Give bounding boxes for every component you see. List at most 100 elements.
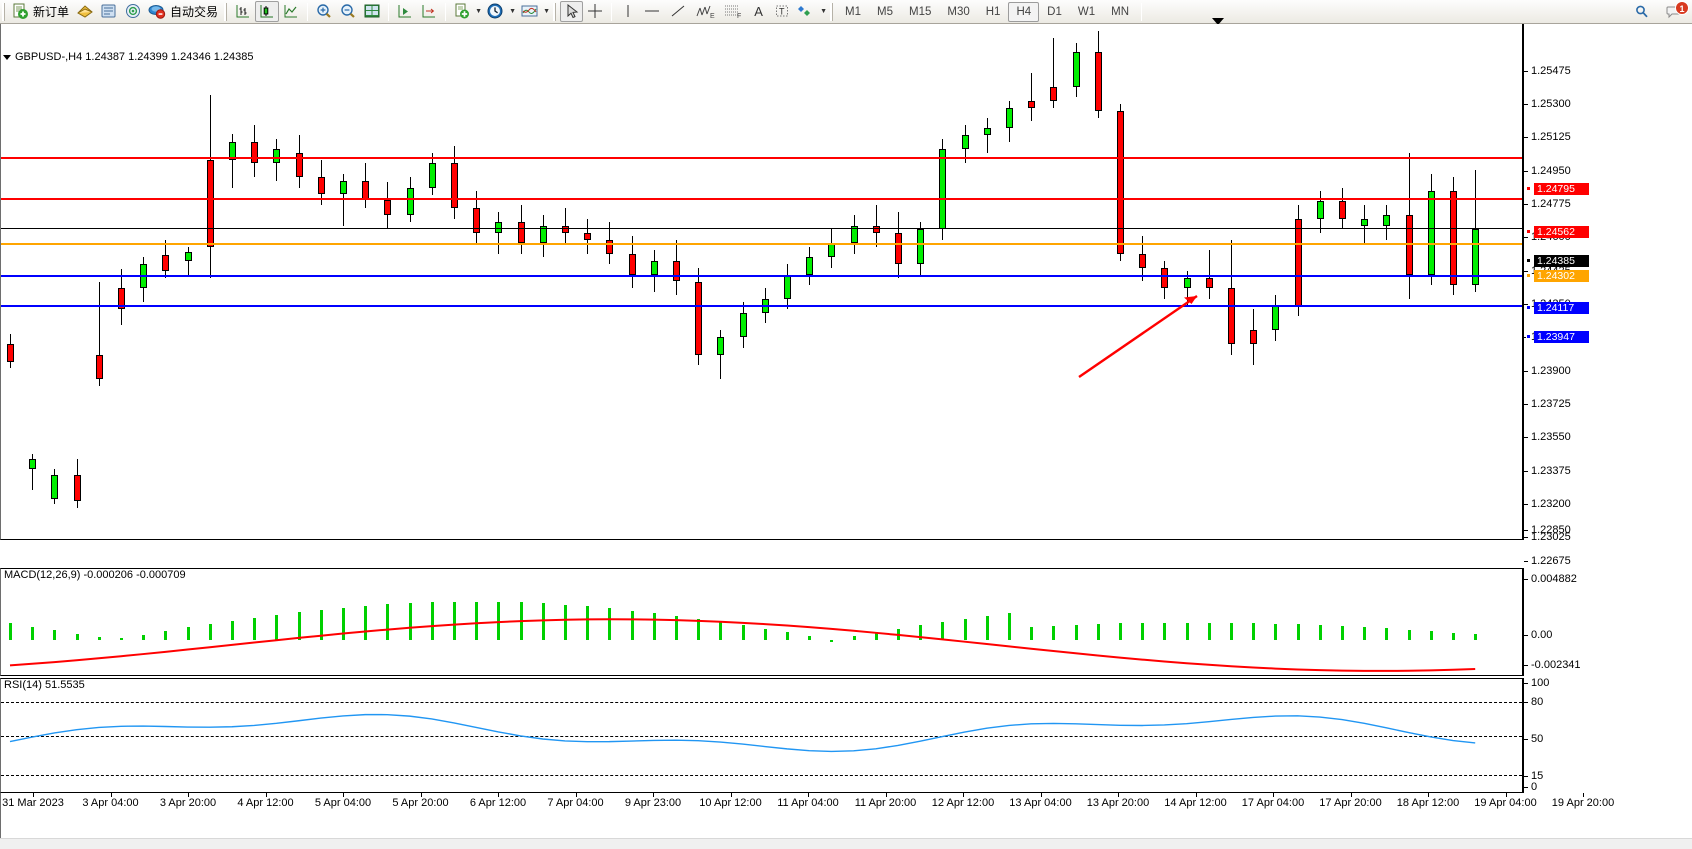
price-tag-support-1[interactable]: 1.24117: [1534, 302, 1589, 314]
level-line-current[interactable]: [1, 228, 1522, 230]
level-line-resistance[interactable]: [1, 157, 1522, 160]
candle-body: [917, 229, 925, 265]
fibonacci-icon[interactable]: F: [719, 1, 747, 22]
shapes-dropdown-caret[interactable]: ▼: [820, 8, 827, 15]
notification-icon[interactable]: 1: [1663, 1, 1689, 22]
toolbar-grip-2[interactable]: [224, 2, 229, 21]
time-tick-label: 13 Apr 20:00: [1086, 797, 1150, 809]
level-handle[interactable]: [1526, 305, 1531, 310]
cursor-icon[interactable]: [560, 1, 584, 22]
price-plot[interactable]: [1, 24, 1522, 539]
chevron-down-icon[interactable]: [3, 54, 11, 60]
bar-chart-icon[interactable]: [231, 1, 255, 22]
periodicity-icon[interactable]: [483, 1, 508, 22]
price-tag-pivot[interactable]: 1.24302: [1534, 270, 1589, 282]
timeframe-h1[interactable]: H1: [985, 5, 1001, 18]
level-handle[interactable]: [1526, 258, 1531, 263]
price-tag-current-price[interactable]: 1.24385: [1534, 255, 1589, 267]
macd-pane[interactable]: [0, 568, 1523, 676]
vertical-line-icon[interactable]: [616, 1, 639, 22]
level-line-support[interactable]: [1, 275, 1522, 278]
candlestick: [1072, 24, 1081, 539]
zoom-in-icon[interactable]: [312, 1, 336, 22]
periodicity-dropdown-caret[interactable]: ▼: [509, 8, 516, 15]
svg-text:E: E: [710, 13, 715, 20]
line-chart-icon[interactable]: [279, 1, 303, 22]
candlestick: [1205, 24, 1214, 539]
indicators-dropdown-caret[interactable]: ▼: [543, 8, 550, 15]
macd-histogram-bar: [1341, 626, 1344, 640]
main-toolbar: 新订单 自动交易: [0, 0, 1692, 25]
candle-body: [650, 260, 658, 275]
templates-dropdown-caret[interactable]: ▼: [475, 8, 482, 15]
shapes-icon[interactable]: [793, 1, 819, 22]
candlestick-chart-icon[interactable]: [255, 1, 280, 22]
elliott-wave-icon[interactable]: E: [691, 1, 719, 22]
timeframe-m1[interactable]: M1: [845, 5, 862, 18]
timeframe-w1[interactable]: W1: [1077, 5, 1096, 18]
rsi-pane[interactable]: [0, 678, 1523, 793]
level-line-support[interactable]: [1, 304, 1522, 307]
macd-histogram-bar: [1207, 622, 1211, 640]
level-handle[interactable]: [1526, 334, 1531, 339]
chart-shift-icon[interactable]: [417, 1, 441, 22]
candle-wick: [232, 133, 233, 188]
candlestick: [495, 24, 503, 539]
text-label-icon[interactable]: T: [770, 1, 793, 22]
price-axis[interactable]: 1.254751.253001.251251.249501.247751.246…: [1523, 24, 1692, 567]
expert-advisor-icon[interactable]: [73, 1, 97, 22]
candle-wick: [1053, 37, 1055, 108]
horizontal-scrollbar[interactable]: [0, 838, 1692, 849]
data-window-icon[interactable]: [97, 1, 121, 22]
candlestick: [562, 24, 570, 539]
price-tick: 1.25300: [1524, 98, 1571, 110]
candlestick: [29, 24, 37, 539]
candle-body: [850, 225, 858, 244]
timeframe-d1[interactable]: D1: [1047, 5, 1062, 18]
new-order-label[interactable]: 新订单: [33, 5, 70, 19]
text-icon[interactable]: A: [754, 4, 763, 19]
timeframe-m15[interactable]: M15: [909, 5, 932, 18]
market-watch-icon[interactable]: [360, 1, 384, 22]
timeframe-mn[interactable]: MN: [1111, 5, 1129, 18]
time-axis[interactable]: 31 Mar 2023 3 Apr 04:00 3 Apr 20:00 4 Apr 1…: [0, 793, 1614, 849]
autotrading-label[interactable]: 自动交易: [170, 5, 219, 19]
trendline-icon[interactable]: [665, 1, 691, 22]
price-pane[interactable]: [0, 24, 1523, 540]
time-tick-mark: [1583, 793, 1584, 797]
level-line-pivot[interactable]: [1, 242, 1522, 245]
macd-histogram-bar: [475, 601, 479, 640]
level-handle[interactable]: [1526, 229, 1531, 234]
search-icon[interactable]: [1630, 1, 1653, 22]
navigator-icon[interactable]: [121, 1, 145, 22]
indicators-icon[interactable]: [517, 1, 542, 22]
toolbar-grip-4[interactable]: [830, 2, 835, 21]
new-order-icon[interactable]: [9, 1, 32, 22]
candlestick: [850, 24, 859, 539]
price-tag-support-2[interactable]: 1.23947: [1534, 331, 1589, 343]
zoom-out-icon[interactable]: [336, 1, 360, 22]
toolbar-grip-3[interactable]: [553, 2, 558, 21]
timeframe-m5[interactable]: M5: [877, 5, 893, 18]
symbol-header[interactable]: GBPUSD-,H4 1.24387 1.24399 1.24346 1.243…: [3, 51, 254, 63]
macd-histogram-bar: [408, 603, 412, 640]
timeframe-h4[interactable]: H4: [1008, 1, 1040, 22]
auto-scroll-icon[interactable]: [393, 1, 417, 22]
timeframe-m30[interactable]: M30: [947, 5, 970, 18]
chart-area[interactable]: GBPUSD-,H4 1.24387 1.24399 1.24346 1.243…: [0, 24, 1692, 849]
level-handle[interactable]: [1526, 186, 1531, 191]
price-tick: 1.23200: [1524, 498, 1571, 510]
candlestick: [739, 24, 748, 539]
crosshair-icon[interactable]: [583, 1, 607, 22]
horizontal-line-icon[interactable]: [639, 1, 665, 22]
price-tag-resistance-2[interactable]: 1.24562: [1534, 226, 1589, 238]
level-handle[interactable]: [1526, 273, 1531, 278]
level-line-resistance[interactable]: [1, 197, 1522, 200]
toolbar-grip[interactable]: [2, 2, 6, 21]
autotrading-icon[interactable]: [145, 1, 169, 22]
templates-icon[interactable]: [450, 1, 474, 22]
time-tick-label: 19 Apr 20:00: [1551, 797, 1615, 809]
candle-body: [1028, 100, 1036, 108]
candle-body: [184, 251, 192, 261]
price-tag-resistance-1[interactable]: 1.24795: [1534, 183, 1589, 195]
